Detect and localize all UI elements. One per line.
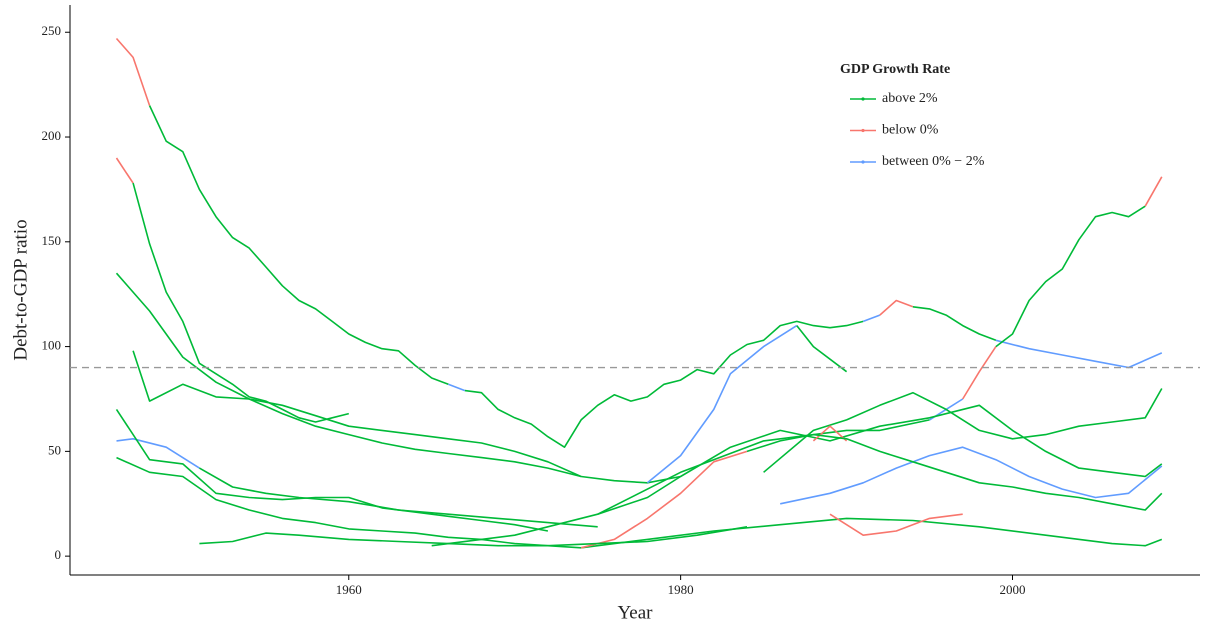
- data-line: [962, 346, 997, 400]
- data-line: [763, 388, 1163, 473]
- data-line: [912, 306, 997, 342]
- data-line: [464, 320, 864, 448]
- y-tick-label: 100: [42, 338, 62, 353]
- legend-label: between 0% − 2%: [882, 154, 985, 169]
- data-line: [448, 383, 466, 392]
- data-line: [829, 513, 963, 536]
- data-line: [431, 419, 930, 547]
- y-tick-label: 200: [42, 128, 62, 143]
- y-tick-label: 250: [42, 23, 62, 38]
- data-line: [115, 157, 134, 184]
- legend-label: above 2%: [882, 91, 938, 106]
- data-line: [580, 517, 1163, 549]
- data-line: [115, 408, 549, 532]
- data-line: [115, 37, 151, 106]
- legend-title: GDP Growth Rate: [840, 62, 950, 77]
- data-line: [796, 325, 848, 373]
- data-line: [148, 105, 449, 386]
- x-tick-label: 1980: [668, 582, 694, 597]
- data-line: [1144, 176, 1163, 207]
- data-line: [199, 526, 748, 547]
- data-line: [995, 205, 1146, 348]
- x-axis-title: Year: [617, 602, 653, 623]
- x-tick-label: 2000: [999, 582, 1025, 597]
- data-line: [995, 339, 1163, 369]
- legend-label: below 0%: [882, 123, 939, 138]
- y-tick-label: 0: [55, 547, 62, 562]
- data-line: [597, 404, 1163, 515]
- data-line: [116, 456, 582, 549]
- data-line: [746, 433, 1163, 511]
- data-line: [646, 324, 798, 484]
- data-line: [580, 450, 748, 549]
- legend-swatch-point: [861, 128, 865, 133]
- data-line: [862, 314, 881, 323]
- y-axis-title: Debt-to-GDP ratio: [10, 219, 31, 360]
- y-tick-label: 150: [42, 233, 62, 248]
- data-line: [879, 299, 914, 316]
- data-line: [780, 446, 1163, 505]
- data-line: [132, 182, 349, 423]
- legend-swatch-point: [861, 160, 865, 164]
- data-line: [132, 350, 582, 478]
- y-tick-label: 50: [48, 442, 61, 457]
- data-line: [115, 272, 681, 484]
- data-line: [116, 438, 200, 469]
- x-tick-label: 1960: [336, 582, 362, 597]
- legend-swatch-point: [861, 97, 865, 101]
